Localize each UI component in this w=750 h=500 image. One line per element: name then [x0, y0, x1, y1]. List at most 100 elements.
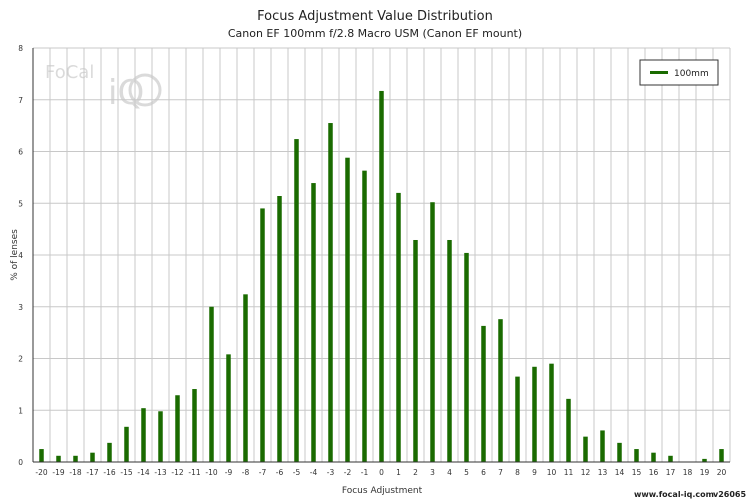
x-tick-label: 15: [632, 468, 642, 477]
y-axis-label: % of lenses: [10, 229, 20, 281]
x-tick-label: 11: [564, 468, 574, 477]
x-tick-label: -16: [103, 468, 115, 477]
chart-subtitle: Canon EF 100mm f/2.8 Macro USM (Canon EF…: [228, 27, 522, 40]
legend: 100mm: [639, 59, 719, 86]
bar: [226, 354, 231, 462]
legend-label: 100mm: [674, 69, 709, 79]
bar: [430, 202, 435, 462]
y-tick-label: 3: [18, 303, 23, 312]
y-tick-label: 2: [18, 355, 23, 364]
logo-lens-icon: [128, 73, 162, 107]
x-tick-label: 6: [481, 468, 486, 477]
y-tick-label: 4: [18, 251, 23, 260]
x-tick-label: 14: [615, 468, 625, 477]
logo-text-focal: FoCal: [45, 62, 94, 83]
x-axis-label: Focus Adjustment: [342, 486, 423, 496]
x-tick-label: -19: [52, 468, 64, 477]
bar: [583, 436, 588, 462]
x-tick-label: -2: [344, 468, 352, 477]
bar: [498, 319, 503, 462]
x-tick-label: -7: [259, 468, 267, 477]
bar: [362, 170, 367, 462]
bar: [345, 157, 350, 462]
bar: [600, 430, 605, 462]
x-tick-label: -6: [276, 468, 284, 477]
bar: [90, 452, 95, 462]
y-tick-label: 8: [18, 44, 23, 53]
x-tick-label: -9: [225, 468, 233, 477]
bar: [209, 306, 214, 462]
bar: [141, 408, 146, 462]
bar: [719, 449, 724, 462]
bar: [566, 398, 571, 462]
x-tick-label: -1: [361, 468, 369, 477]
y-tick-label: 5: [18, 199, 23, 208]
bar: [702, 458, 707, 462]
bar: [277, 196, 282, 462]
x-tick-label: -11: [188, 468, 200, 477]
x-tick-label: -15: [120, 468, 132, 477]
x-tick-label: 4: [447, 468, 452, 477]
x-tick-label: -20: [35, 468, 47, 477]
footer: www.focal-iq.com v26065: [634, 490, 746, 499]
bar: [464, 252, 469, 462]
x-tick-label: -3: [327, 468, 335, 477]
x-tick-label: -17: [86, 468, 98, 477]
x-tick-label: -5: [293, 468, 301, 477]
bar: [192, 389, 197, 462]
bar: [294, 139, 299, 462]
x-tick-label: 19: [700, 468, 710, 477]
x-tick-label: -4: [310, 468, 318, 477]
x-tick-label: -13: [154, 468, 166, 477]
x-tick-label: 20: [717, 468, 727, 477]
x-tick-label: -8: [242, 468, 250, 477]
x-tick-label: -18: [69, 468, 81, 477]
x-tick-label: 13: [598, 468, 608, 477]
x-tick-label: 5: [464, 468, 469, 477]
x-tick-label: -14: [137, 468, 149, 477]
x-tick-label: 10: [547, 468, 557, 477]
bar: [56, 455, 61, 462]
bar: [634, 449, 639, 462]
bar: [668, 455, 673, 462]
x-tick-label: 9: [532, 468, 537, 477]
x-tick-label: 3: [430, 468, 435, 477]
bar: [124, 426, 129, 462]
y-tick-label: 0: [18, 458, 23, 467]
footer-url: www.focal-iq.com: [634, 490, 714, 499]
y-tick-label: 7: [18, 96, 23, 105]
axes: [32, 48, 730, 463]
bar: [39, 449, 44, 462]
x-tick-label: -10: [205, 468, 217, 477]
bar: [73, 455, 78, 462]
bar: [532, 366, 537, 462]
x-tick-label: 18: [683, 468, 693, 477]
footer-version: v26065: [713, 490, 746, 499]
bar: [328, 123, 333, 462]
bars: [39, 90, 724, 462]
x-tick-label: 0: [379, 468, 384, 477]
y-tick-label: 1: [18, 406, 23, 415]
chart-title: Focus Adjustment Value Distribution: [257, 9, 493, 24]
x-tick-label: 2: [413, 468, 418, 477]
x-tick-label: 12: [581, 468, 591, 477]
x-tick-label: 1: [396, 468, 401, 477]
logo-text-iq: iQ: [108, 73, 144, 113]
bar: [311, 183, 316, 462]
bar: [396, 192, 401, 462]
x-tick-label: -12: [171, 468, 183, 477]
bar: [447, 239, 452, 462]
x-tick-label: 8: [515, 468, 520, 477]
focal-logo: FoCal iQ: [45, 62, 162, 113]
bar: [515, 376, 520, 462]
bar: [651, 452, 656, 462]
x-tick-label: 16: [649, 468, 659, 477]
bar: [158, 411, 163, 462]
bar: [379, 90, 384, 462]
bar: [243, 294, 248, 462]
bar: [549, 363, 554, 462]
bar: [260, 208, 265, 462]
y-tick-label: 6: [18, 148, 23, 157]
